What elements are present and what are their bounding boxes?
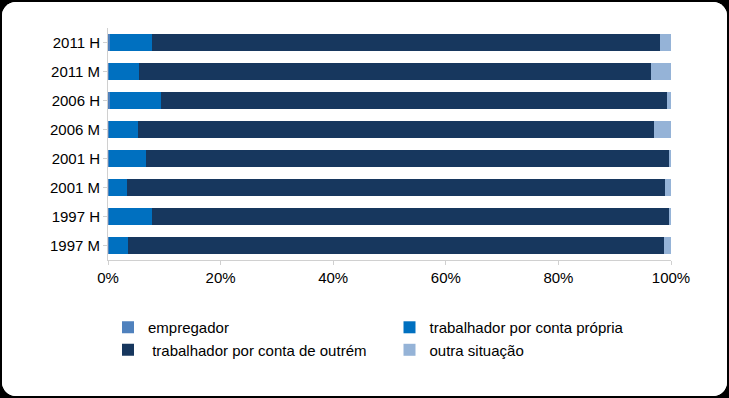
svg-text:40%: 40% [318,269,348,286]
svg-text:20%: 20% [206,269,236,286]
svg-text:1997 H: 1997 H [52,208,100,225]
svg-text:trabalhador por conta de outré: trabalhador por conta de outrém [148,342,366,359]
svg-text:2001 H: 2001 H [52,150,100,167]
svg-text:80%: 80% [543,269,573,286]
svg-text:empregador: empregador [148,319,229,336]
svg-text:2006 M: 2006 M [50,121,100,138]
svg-text:1997 M: 1997 M [50,237,100,254]
svg-text:100%: 100% [652,269,690,286]
svg-text:2011 M: 2011 M [51,63,100,80]
svg-text:0%: 0% [97,269,119,286]
svg-text:trabalhador por conta própria: trabalhador por conta própria [430,319,624,336]
svg-text:2006 H: 2006 H [52,92,100,109]
svg-text:2001 M: 2001 M [50,179,100,196]
svg-text:outra situação: outra situação [430,342,524,359]
svg-text:60%: 60% [431,269,461,286]
svg-text:2011 H: 2011 H [53,34,100,51]
